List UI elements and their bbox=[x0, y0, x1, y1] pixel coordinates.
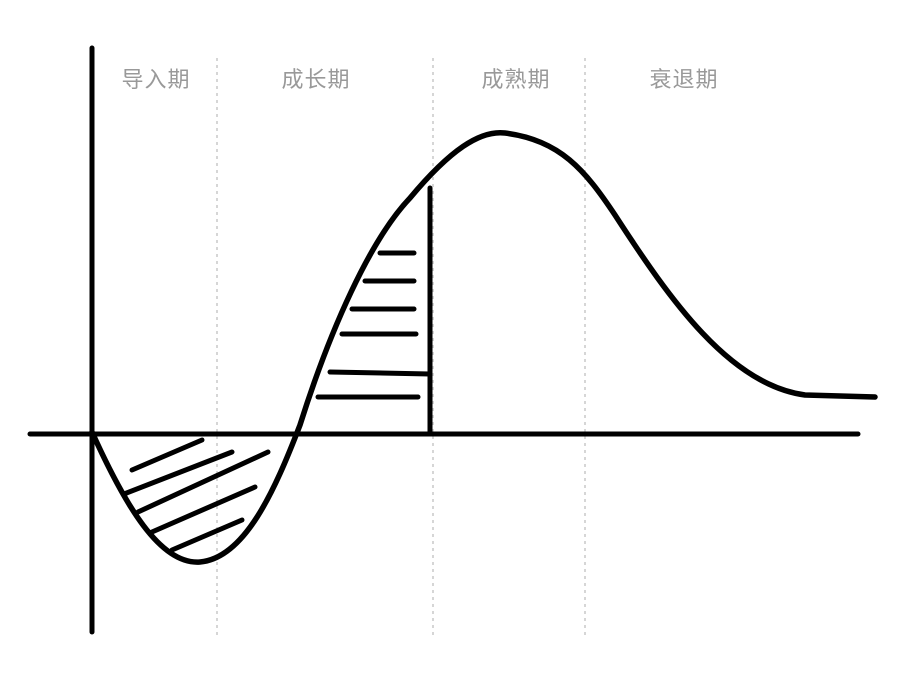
hatch-line bbox=[121, 449, 235, 497]
loss-region-hatching bbox=[121, 437, 271, 553]
axes bbox=[27, 45, 861, 635]
hatch-line bbox=[327, 369, 433, 377]
stage-label-intro: 导入期 bbox=[121, 68, 191, 93]
hatch-line bbox=[129, 437, 205, 473]
life-cycle-curve bbox=[89, 129, 878, 565]
stage-label-decline: 衰退期 bbox=[649, 68, 719, 93]
hatch-line bbox=[135, 449, 271, 515]
stage-label-growth: 成长期 bbox=[281, 68, 351, 93]
stage-label-maturity: 成熟期 bbox=[481, 68, 551, 93]
hatch-line bbox=[169, 517, 245, 553]
hatch-line bbox=[149, 484, 258, 535]
profit-region-hatching bbox=[315, 250, 433, 400]
stage-dividers bbox=[216, 58, 586, 638]
